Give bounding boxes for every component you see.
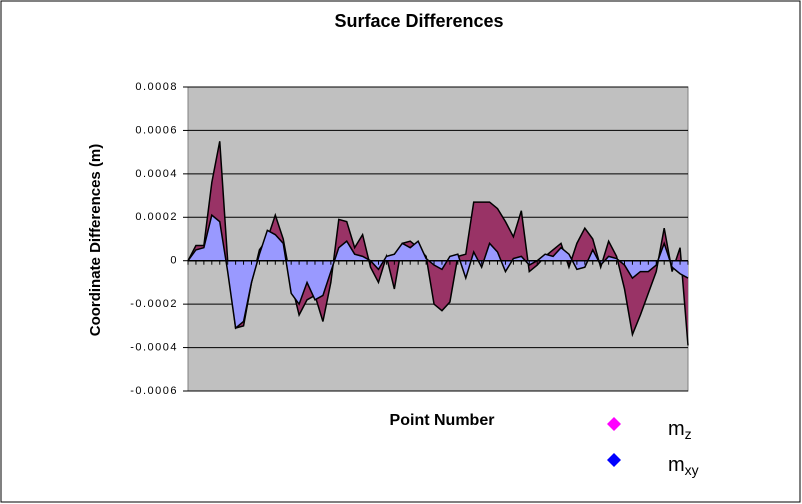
y-tick-label: 0.0006 [135, 124, 178, 136]
x-axis-label: Point Number [390, 412, 495, 429]
y-tick-label: 0.0008 [135, 81, 178, 93]
y-tick-label: 0 [170, 255, 178, 267]
legend-subscript: xy [685, 462, 699, 478]
y-tick-label: 0.0004 [135, 168, 178, 180]
legend-label: mz [668, 418, 692, 441]
legend-name: m [668, 454, 685, 476]
legend-label: mxy [668, 454, 699, 477]
area-outline [187, 141, 689, 346]
legend-marker [607, 417, 621, 431]
y-tick-label: 0.0002 [135, 211, 178, 223]
plot-area [187, 86, 689, 392]
legend-marker [607, 453, 621, 467]
y-tick-label: -0.0004 [130, 341, 178, 353]
y-tick-label: -0.0002 [130, 298, 178, 310]
y-axis-label: Coordinate Differences (m) [87, 144, 104, 337]
legend-name: m [668, 418, 685, 440]
chart-title: Surface Differences [334, 11, 503, 31]
legend-subscript: z [685, 426, 692, 442]
y-tick-label: -0.0006 [130, 385, 178, 397]
